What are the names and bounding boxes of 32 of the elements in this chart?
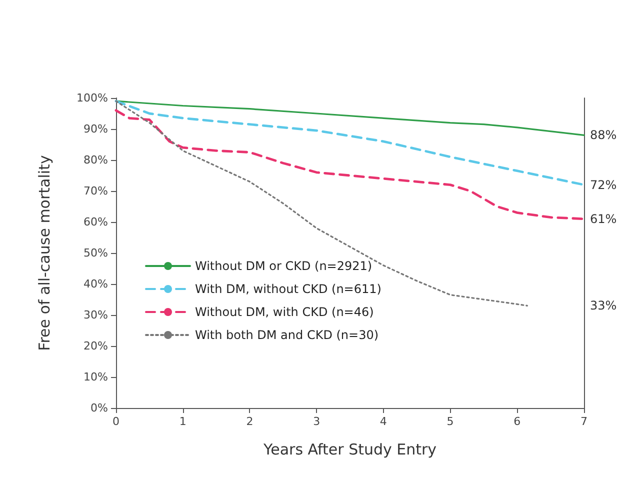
line-series <box>114 100 586 186</box>
y-tick-label: 0% <box>90 402 108 414</box>
legend-label: With both DM and CKD (n=30) <box>195 328 379 342</box>
y-tick-label: 90% <box>84 122 108 136</box>
y-tick-label: 20% <box>84 340 108 352</box>
y-tick-label: 70% <box>84 184 108 198</box>
line-series <box>114 109 586 220</box>
x-tick-label: 7 <box>580 415 588 428</box>
text: 72% <box>590 178 617 192</box>
x-tick-label: 3 <box>313 415 320 428</box>
x-tick-label: 4 <box>380 415 387 428</box>
text: 61% <box>590 212 617 226</box>
y-tick-label: 60% <box>84 216 108 228</box>
x-tick-label: 1 <box>179 415 186 428</box>
y-tick-label: 40% <box>84 278 108 290</box>
x-tick-label: 5 <box>446 415 454 428</box>
x-tick-label: 6 <box>514 415 521 428</box>
text: 33% <box>590 298 617 313</box>
y-tick-label: 100% <box>76 92 108 104</box>
y-axis-title: Free of all-cause mortality <box>36 155 54 351</box>
text: 88% <box>590 128 617 142</box>
legend-label: Without DM or CKD (n=2921) <box>195 259 372 273</box>
y-tick-label: 50% <box>84 246 108 260</box>
y-tick-label: 10% <box>84 370 108 384</box>
line-series <box>115 100 528 306</box>
y-tick-label: 80% <box>84 154 108 166</box>
legend-label: Without DM, with CKD (n=46) <box>195 305 374 319</box>
y-tick-label: 30% <box>84 308 108 322</box>
x-axis-title: Years After Study Entry <box>262 440 437 458</box>
x-tick-label: 2 <box>246 415 254 428</box>
legend-label: With DM, without CKD (n=611) <box>195 282 382 296</box>
x-tick-label: 0 <box>112 415 120 428</box>
